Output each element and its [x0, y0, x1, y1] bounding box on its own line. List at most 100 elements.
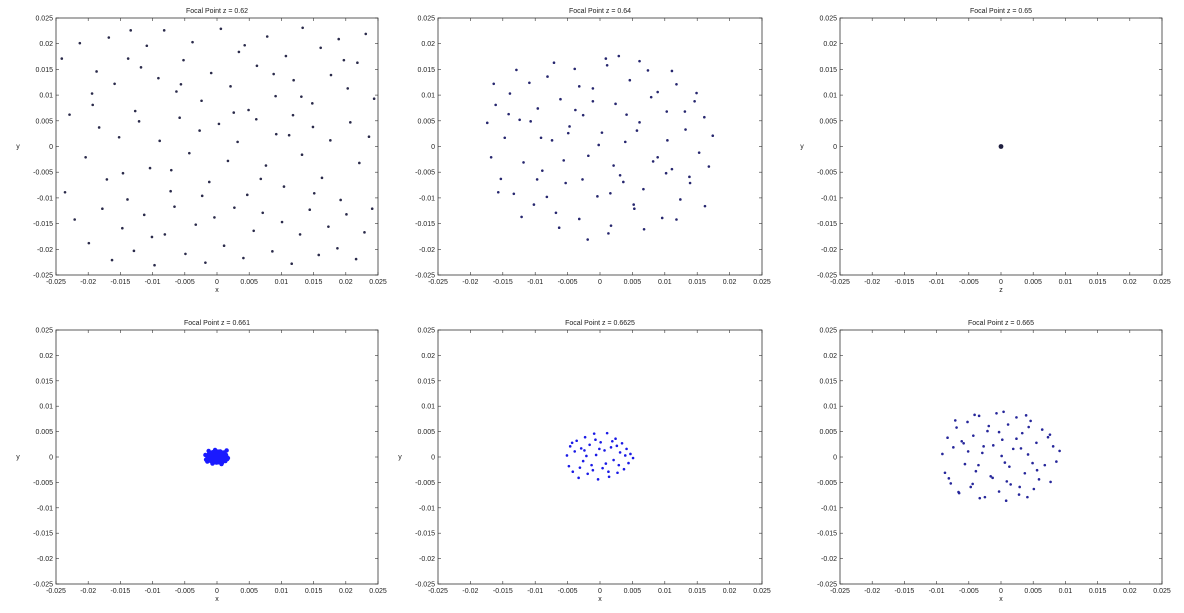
y-tick-label: 0.02 — [39, 41, 53, 48]
data-point — [150, 235, 154, 239]
data-point — [339, 198, 342, 202]
x-tick-label: 0.02 — [723, 588, 737, 595]
data-point — [184, 252, 187, 256]
data-point — [635, 129, 639, 132]
y-tick-label: 0.015 — [417, 67, 435, 74]
data-point — [1035, 441, 1038, 445]
data-point — [349, 121, 352, 124]
data-point — [336, 246, 339, 250]
data-point — [1006, 423, 1010, 426]
data-point — [575, 439, 578, 443]
data-point — [670, 167, 674, 171]
data-point — [60, 57, 64, 60]
chart-4: Focal Point z = 0.661 -0.025 -0.02 -0.015 -0… — [16, 320, 387, 603]
data-point — [973, 413, 976, 417]
y-tick-label: -0.005 — [415, 170, 435, 177]
data-point — [489, 155, 493, 159]
data-point — [541, 169, 544, 172]
data-point — [243, 43, 246, 47]
y-tick-label: -0.005 — [33, 480, 53, 487]
data-point — [583, 435, 587, 439]
x-tick-label: -0.025 — [830, 588, 850, 595]
data-point — [117, 135, 121, 139]
data-point — [977, 463, 980, 467]
data-point — [110, 258, 114, 262]
data-point — [605, 63, 609, 67]
data-point — [236, 140, 239, 144]
x-tick-label: -0.005 — [959, 279, 979, 286]
data-point — [300, 153, 304, 157]
y-tick-label: 0.005 — [819, 429, 837, 436]
y-tick-label: 0.015 — [819, 67, 837, 74]
data-point — [625, 113, 628, 116]
data-point — [586, 472, 589, 476]
y-tick-label: -0.025 — [415, 582, 435, 589]
data-point — [981, 451, 984, 455]
x-tick-label: -0.015 — [110, 279, 130, 286]
data-point — [554, 211, 558, 215]
data-point — [287, 133, 291, 137]
x-tick-label: 0 — [215, 279, 219, 286]
data-point — [656, 155, 659, 159]
data-point — [609, 224, 613, 227]
x-tick-label: -0.01 — [145, 279, 161, 286]
data-point — [557, 226, 561, 230]
data-point — [327, 225, 330, 228]
data-point — [97, 126, 101, 129]
data-point — [660, 216, 664, 220]
y-tick-label: -0.015 — [817, 221, 837, 228]
data-point — [675, 218, 678, 221]
x-tick-label: -0.015 — [493, 588, 513, 595]
data-point — [255, 64, 259, 68]
data-point — [345, 213, 348, 216]
data-point — [372, 97, 376, 100]
y-tick-label: 0.005 — [417, 118, 435, 125]
data-point — [665, 110, 669, 113]
x-tick-label: -0.01 — [929, 588, 945, 595]
data-point — [492, 82, 496, 86]
data-point — [982, 445, 985, 448]
data-point — [955, 426, 958, 429]
data-point — [121, 226, 124, 230]
data-point — [946, 436, 949, 439]
x-tick-label: 0.005 — [240, 279, 258, 286]
series-1 — [60, 26, 376, 267]
y-tick-label: 0.02 — [823, 353, 837, 360]
y-tick-label: -0.005 — [415, 480, 435, 487]
data-point — [625, 447, 628, 451]
data-point — [623, 140, 627, 144]
data-point — [991, 476, 994, 480]
x-tick-label: -0.01 — [929, 279, 945, 286]
y-tick-label: 0.025 — [819, 328, 837, 335]
data-point — [1015, 416, 1018, 419]
data-point — [545, 195, 549, 199]
data-point — [528, 81, 531, 85]
x-tick-label: -0.005 — [558, 588, 578, 595]
x-tick-label: -0.025 — [46, 588, 66, 595]
data-point — [609, 191, 612, 195]
data-point — [301, 26, 304, 30]
data-point — [311, 102, 314, 105]
x-tick-label: -0.025 — [830, 279, 850, 286]
data-point — [615, 444, 619, 448]
y-tick-label: 0.015 — [35, 378, 53, 385]
data-point — [1008, 465, 1011, 468]
y-tick-label: 0.005 — [35, 429, 53, 436]
y-tick-label: -0.015 — [33, 531, 53, 538]
data-point — [499, 177, 503, 181]
y-tick-label: 0 — [431, 455, 435, 462]
data-point — [568, 445, 572, 448]
data-point — [229, 85, 232, 88]
data-point — [1023, 471, 1027, 475]
data-point — [264, 164, 268, 167]
data-point — [943, 471, 947, 475]
data-point — [596, 478, 600, 481]
data-point — [693, 99, 696, 103]
data-point — [590, 463, 593, 467]
data-point — [319, 46, 322, 50]
data-point — [971, 482, 974, 486]
data-point — [966, 420, 969, 424]
data-point — [617, 54, 621, 58]
y-tick-label: -0.02 — [821, 247, 837, 254]
